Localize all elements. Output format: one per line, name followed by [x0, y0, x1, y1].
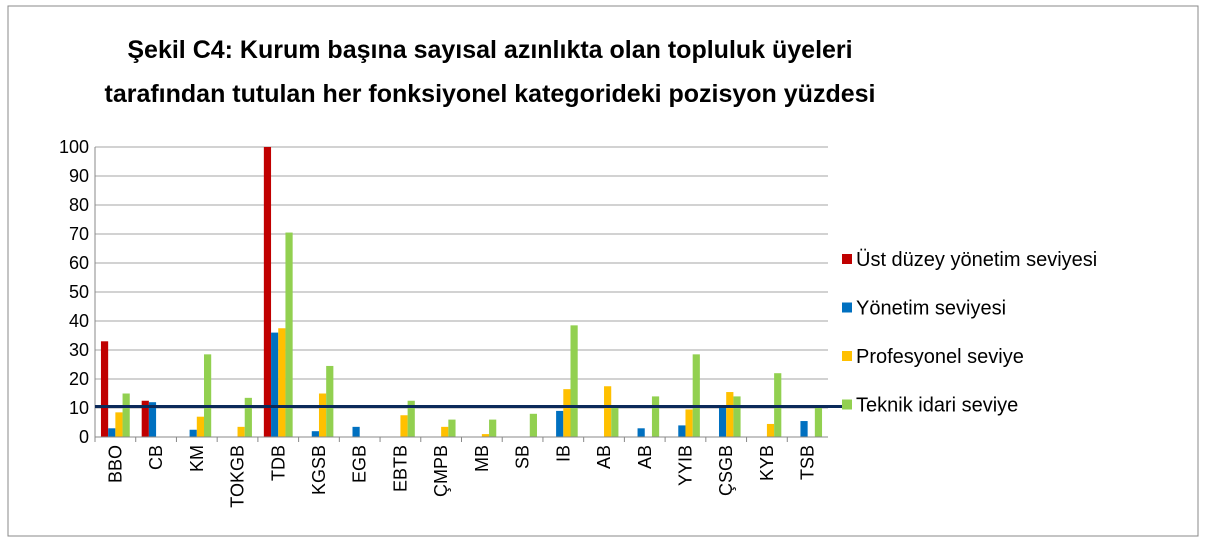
bar: [122, 393, 130, 437]
y-tick-label: 70: [69, 224, 89, 244]
bar: [108, 428, 116, 437]
x-tick-label: EBTB: [390, 445, 410, 492]
y-tick-label: 30: [69, 340, 89, 360]
bar: [100, 341, 109, 437]
y-tick-label: 100: [59, 137, 89, 157]
bar: [352, 426, 360, 437]
y-tick-label: 40: [69, 311, 89, 331]
y-tick-label: 0: [79, 427, 89, 447]
bar: [637, 428, 645, 437]
bar: [726, 392, 734, 437]
bar: [733, 396, 741, 437]
x-tick-label: BBO: [105, 445, 125, 483]
bar: [441, 426, 449, 437]
x-tick-label: TOKGB: [228, 445, 248, 508]
x-tick-label: SB: [513, 445, 533, 469]
bar: [604, 386, 612, 437]
x-tick-label: MB: [472, 445, 492, 472]
bar: [529, 413, 537, 437]
bar: [204, 354, 212, 437]
x-tick-label: TSB: [798, 445, 818, 480]
bar: [678, 425, 686, 437]
x-tick-label: YYIB: [675, 445, 695, 486]
bar: [489, 419, 497, 437]
bar: [271, 332, 279, 437]
bar: [278, 328, 286, 437]
x-tick-label: ÇSGB: [716, 445, 736, 496]
y-tick-label: 50: [69, 282, 89, 302]
bar: [141, 400, 149, 437]
x-tick-label: KYB: [757, 445, 777, 481]
x-tick-label: TDB: [268, 445, 288, 481]
bar: [556, 410, 564, 437]
x-tick-label: ÇMPB: [431, 445, 451, 497]
bar: [800, 421, 808, 437]
chart-border: [7, 5, 1199, 537]
bar: [115, 412, 123, 437]
legend-swatch: [842, 351, 852, 361]
x-tick-label: AB: [594, 445, 614, 469]
legend-label: Profesyonel seviye: [856, 346, 1024, 368]
x-tick-label: KGSB: [309, 445, 329, 495]
bar: [318, 393, 327, 437]
bar: [814, 408, 823, 437]
y-tick-label: 20: [69, 369, 89, 389]
bar: [651, 396, 660, 437]
bar: [189, 429, 197, 437]
bar: [244, 397, 252, 437]
legend-swatch: [842, 254, 852, 264]
bar: [400, 415, 408, 437]
legend-swatch: [842, 302, 852, 313]
bar: [685, 409, 693, 437]
bar: [692, 354, 700, 437]
bar: [263, 147, 272, 437]
chart-title: tarafından tutulan her fonksiyonel kateg…: [105, 80, 876, 108]
bar: [285, 232, 293, 437]
bar: [448, 419, 456, 437]
legend-label: Teknik idari seviye: [856, 395, 1018, 417]
x-tick-label: CB: [146, 445, 166, 470]
legend-swatch: [842, 399, 852, 410]
legend-label: Yönetim seviyesi: [856, 298, 1006, 320]
bar: [718, 406, 727, 437]
x-tick-label: KM: [187, 445, 207, 472]
bar: [481, 434, 490, 437]
bar: [407, 400, 415, 437]
x-tick-label: EGB: [350, 445, 370, 483]
x-tick-label: AB: [635, 445, 655, 469]
bar: [766, 423, 775, 437]
bar: [326, 365, 334, 437]
bar: [148, 402, 157, 437]
y-tick-label: 90: [69, 166, 89, 186]
bar: [563, 389, 571, 437]
y-tick-label: 60: [69, 253, 89, 273]
bar: [570, 325, 578, 437]
bar: [196, 416, 205, 437]
chart-title: Şekil C4: Kurum başına sayısal azınlıkta…: [127, 36, 852, 64]
x-tick-label: IB: [553, 445, 573, 462]
bar: [611, 406, 619, 437]
bar: [311, 431, 319, 437]
legend-label: Üst düzey yönetim seviyesi: [856, 249, 1097, 271]
bar: [237, 426, 245, 437]
y-tick-label: 10: [69, 398, 89, 418]
y-tick-label: 80: [69, 195, 89, 215]
